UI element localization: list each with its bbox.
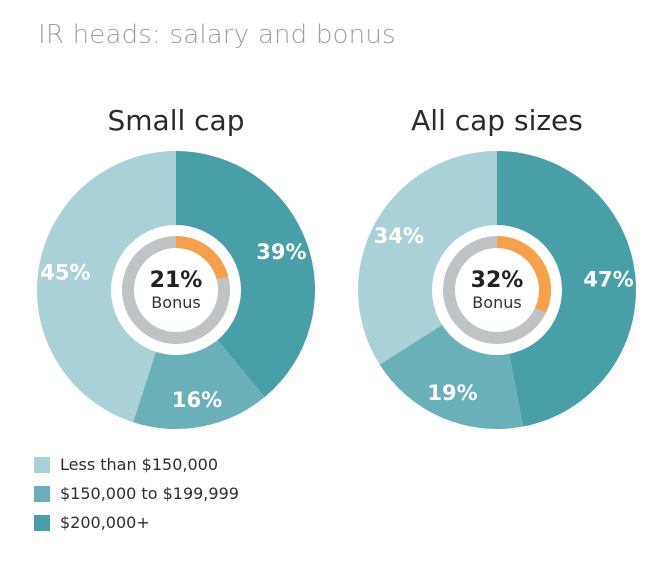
donut-chart-2: All cap sizes 47% 19% 34% 32%Bonus	[358, 104, 637, 429]
slice-label: 45%	[40, 260, 90, 284]
bonus-value: 32%	[471, 268, 524, 293]
page-title: IR heads: salary and bonus	[38, 20, 396, 50]
chart-title: Small cap	[108, 104, 245, 137]
slice-label: 39%	[256, 240, 306, 264]
pie-slice	[36, 151, 177, 423]
bonus-label: Bonus	[151, 293, 200, 312]
slice-label: 16%	[172, 388, 222, 412]
slice-label: 34%	[374, 224, 424, 248]
bonus-ring-arc	[176, 236, 229, 280]
legend-item-200k-plus: $200,000+	[34, 508, 239, 537]
bonus-value: 21%	[150, 268, 203, 293]
bonus-label: Bonus	[472, 293, 521, 312]
legend-swatch	[34, 485, 50, 502]
chart-title: All cap sizes	[411, 104, 583, 137]
legend: Less than $150,000 $150,000 to $199,999 …	[34, 450, 239, 537]
pie-slice	[497, 151, 637, 427]
slice-label: 47%	[583, 267, 633, 291]
legend-label: $200,000+	[60, 513, 150, 532]
legend-swatch	[34, 514, 50, 531]
legend-item-less-than-150k: Less than $150,000	[34, 450, 239, 479]
bonus-ring-arc	[497, 236, 551, 313]
pie-slice	[176, 151, 315, 398]
slice-label: 19%	[427, 381, 477, 405]
donut-chart-1: Small cap 39% 16% 45% 21%Bonus	[36, 104, 315, 429]
legend-swatch	[34, 456, 50, 473]
legend-item-150k-to-199k: $150,000 to $199,999	[34, 479, 239, 508]
legend-label: $150,000 to $199,999	[60, 484, 239, 503]
legend-label: Less than $150,000	[60, 455, 219, 474]
